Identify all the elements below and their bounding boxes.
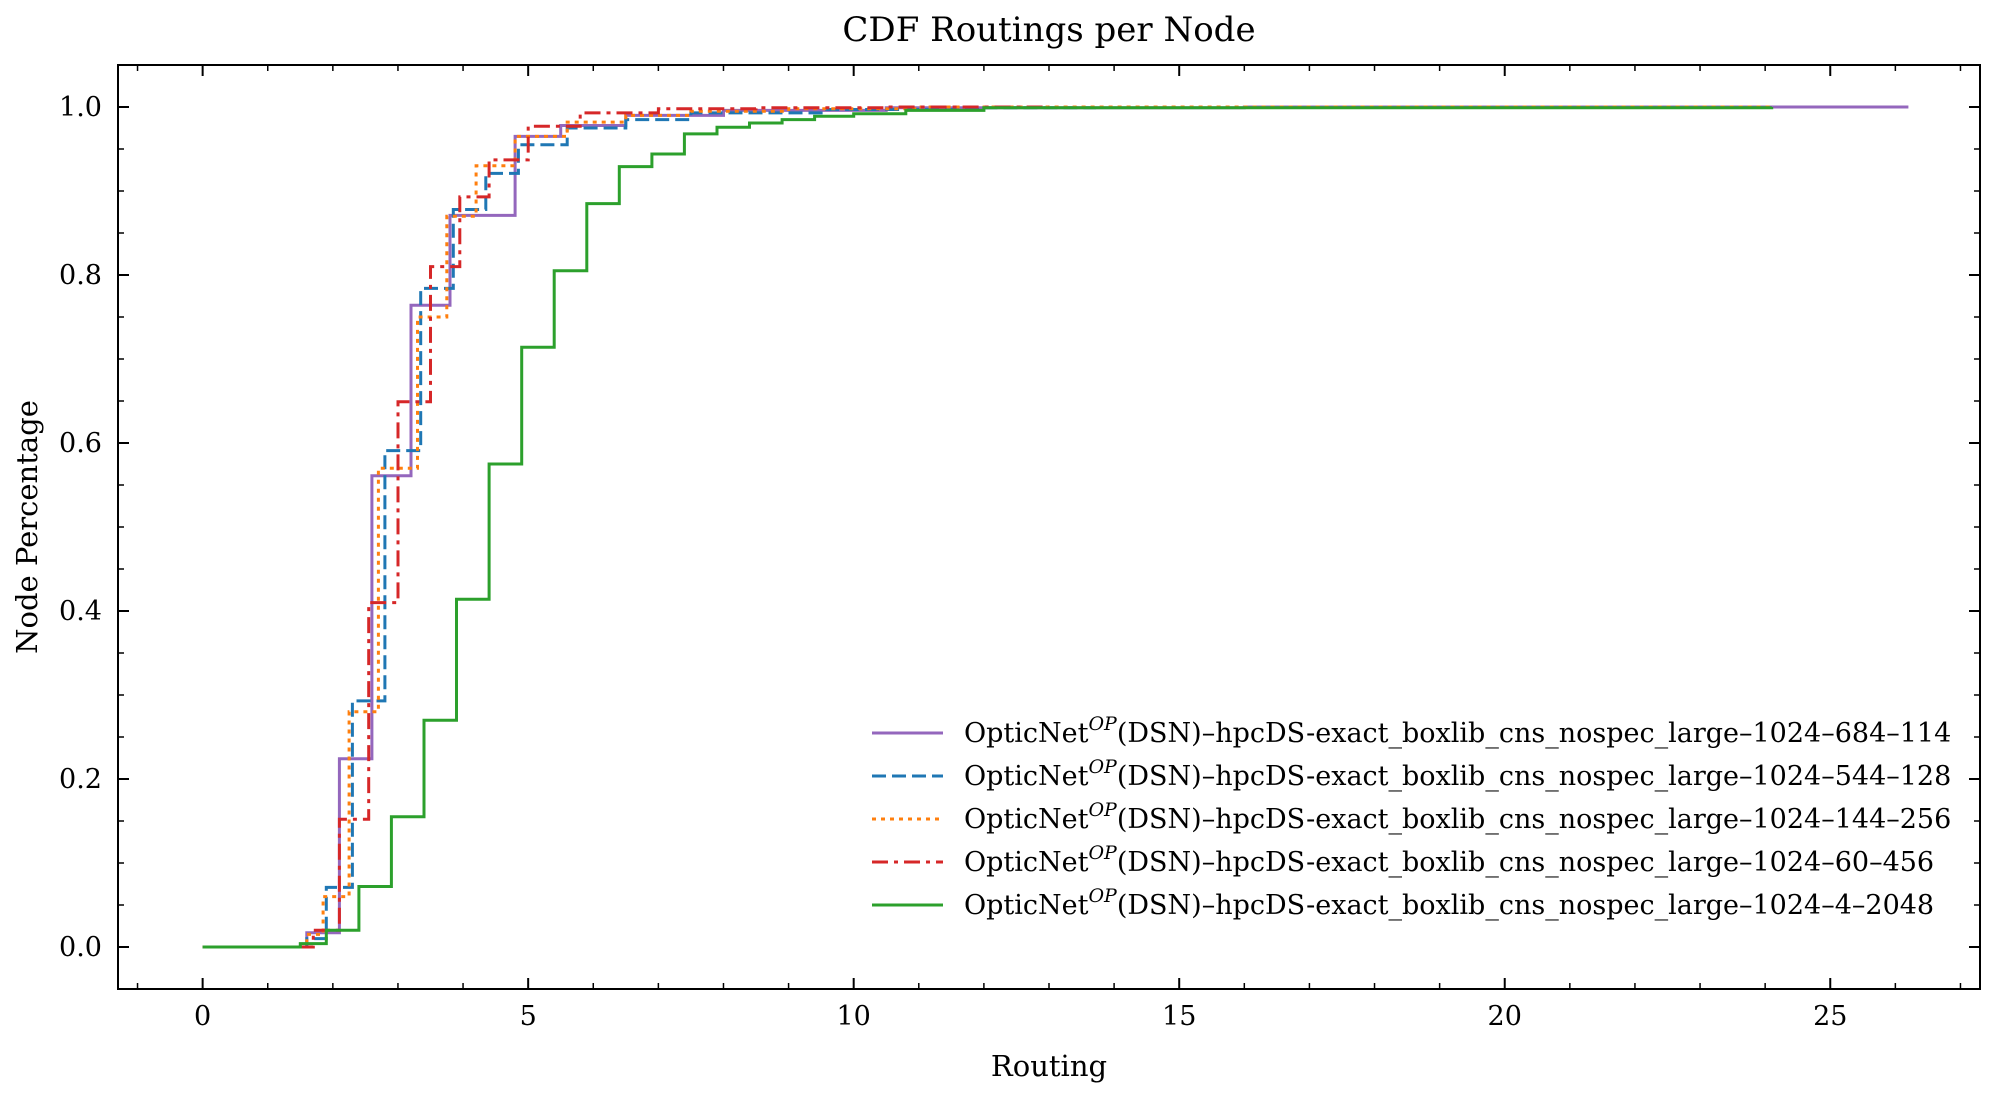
y-tick-label: 0.6	[59, 428, 102, 459]
legend-entry-3: OpticNetOP(DSN)–hpcDS-exact_boxlib_cns_n…	[964, 799, 1951, 835]
legend: OpticNetOP(DSN)–hpcDS-exact_boxlib_cns_n…	[872, 713, 1951, 921]
series-layer	[202, 105, 1909, 949]
plot-area: 0 5 10 15 20 25 0.0 0.2 0.4 0.6 0.8 1.0	[59, 64, 1981, 1032]
y-tick-label: 1.0	[59, 92, 102, 123]
legend-entry-1: OpticNetOP(DSN)–hpcDS-exact_boxlib_cns_n…	[964, 713, 1951, 749]
y-axis-label: Node Percentage	[10, 400, 44, 654]
x-tick-label: 25	[1813, 1001, 1847, 1032]
x-tick-label: 0	[194, 1001, 211, 1032]
y-tick-label: 0.8	[59, 260, 102, 291]
series-line-2	[202, 106, 1097, 949]
y-tick-label: 0.0	[59, 932, 102, 963]
x-axis-label: Routing	[991, 1049, 1107, 1083]
x-tick-label: 10	[837, 1001, 871, 1032]
legend-entry-2: OpticNetOP(DSN)–hpcDS-exact_boxlib_cns_n…	[964, 756, 1951, 792]
ticks-layer: 0 5 10 15 20 25 0.0 0.2 0.4 0.6 0.8 1.0	[59, 64, 1980, 1032]
x-tick-label: 15	[1162, 1001, 1196, 1032]
y-tick-label: 0.2	[59, 764, 102, 795]
y-tick-label: 0.4	[59, 596, 102, 627]
legend-entry-4: OpticNetOP(DSN)–hpcDS-exact_boxlib_cns_n…	[964, 842, 1934, 878]
x-tick-label: 20	[1488, 1001, 1522, 1032]
series-line-5	[202, 106, 1774, 949]
chart-title: CDF Routings per Node	[842, 10, 1255, 50]
series-line-4	[202, 105, 1049, 949]
series-line-3	[202, 105, 1772, 949]
x-tick-label: 5	[520, 1001, 537, 1032]
legend-entry-5: OpticNetOP(DSN)–hpcDS-exact_boxlib_cns_n…	[964, 885, 1934, 921]
